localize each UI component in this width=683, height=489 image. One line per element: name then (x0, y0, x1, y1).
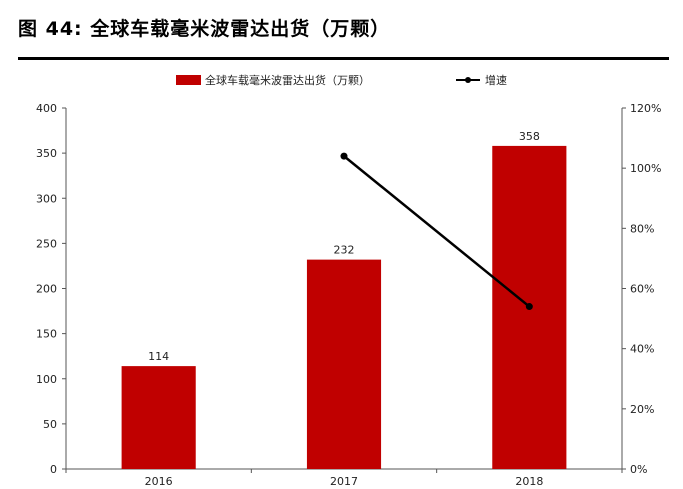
x-tick-label: 2018 (515, 475, 543, 488)
y-left-tick-label: 250 (36, 237, 57, 250)
y-left-tick-label: 350 (36, 147, 57, 160)
y-right-tick-label: 40% (630, 343, 654, 356)
y-right-tick-label: 60% (630, 283, 654, 296)
legend: 全球车载毫米波雷达出货（万颗） 增速 (176, 73, 507, 87)
y-left-tick-label: 100 (36, 373, 57, 386)
growth-line (343, 155, 531, 308)
bar-data-label: 114 (148, 350, 169, 363)
legend-swatch-bar (176, 75, 201, 85)
bar (306, 259, 382, 469)
y-right-tick-label: 0% (630, 463, 647, 476)
legend-label-line: 增速 (485, 73, 507, 87)
y-right-tick-label: 100% (630, 162, 661, 175)
figure-title: 图 44: 全球车载毫米波雷达出货（万颗） (18, 18, 391, 40)
growth-point (525, 303, 533, 311)
x-tick-label: 2016 (145, 475, 173, 488)
legend-label-bar: 全球车载毫米波雷达出货（万颗） (205, 73, 370, 87)
y-left-tick-label: 0 (50, 463, 57, 476)
y-left-tick-label: 50 (43, 418, 57, 431)
bar-data-label: 358 (519, 130, 540, 143)
bar (121, 366, 196, 469)
legend-swatch-marker (465, 77, 471, 83)
y-right-tick-label: 120% (630, 102, 661, 115)
y-right-tick-label: 20% (630, 403, 654, 416)
x-tick-label: 2017 (330, 475, 358, 488)
y-left-tick-label: 200 (36, 283, 57, 296)
y-right-tick-label: 80% (630, 222, 654, 235)
y-left-tick-label: 400 (36, 102, 57, 115)
bar-data-label: 232 (334, 244, 355, 257)
y-left-tick-label: 150 (36, 328, 57, 341)
y-left-tick-label: 300 (36, 192, 57, 205)
title-rule (18, 57, 669, 60)
growth-point (340, 152, 348, 160)
